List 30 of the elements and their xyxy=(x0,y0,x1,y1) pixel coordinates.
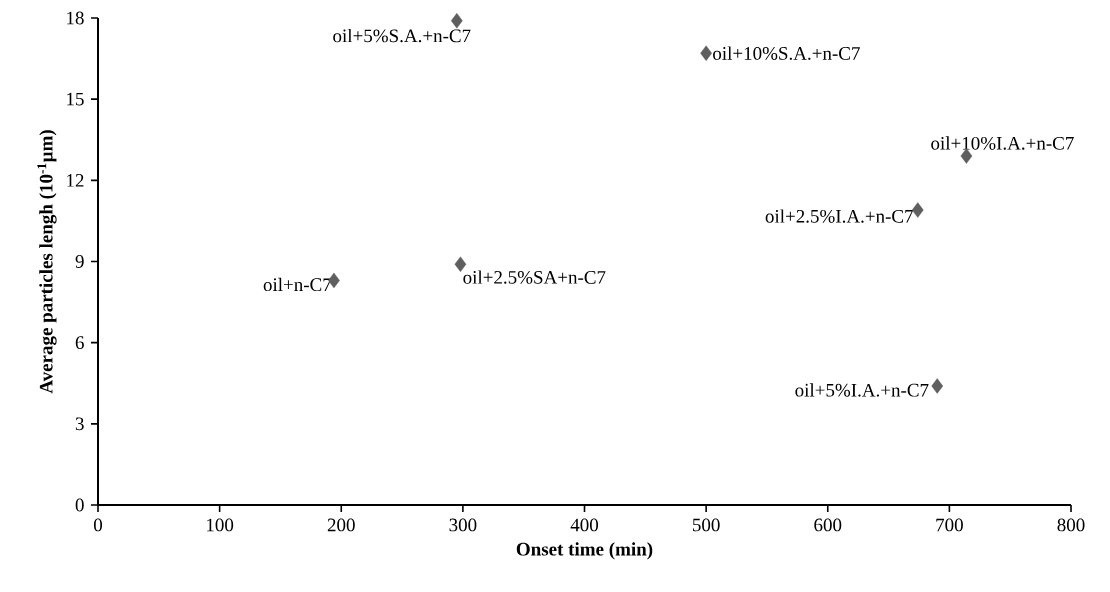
point xyxy=(700,45,712,61)
x-tick-label: 500 xyxy=(692,518,720,532)
x-tick-label: 200 xyxy=(327,518,355,532)
x-tick-label: 300 xyxy=(449,518,477,532)
x-tick-label: 100 xyxy=(207,518,234,532)
point xyxy=(911,202,924,218)
y-tick-label: 0 xyxy=(75,498,84,512)
x-tick-label: 400 xyxy=(570,518,599,532)
x-tick-label: 800 xyxy=(1057,518,1085,532)
point xyxy=(454,256,467,272)
y-tick-label: 12 xyxy=(67,174,84,187)
annotation: oil+10%I.A.+n-C7 xyxy=(931,136,1074,150)
annotation: oil+2.5%I.A.+n-C7 xyxy=(765,209,914,223)
y-tick-label: 3 xyxy=(75,417,84,431)
x-axis-title: Onset time (min) xyxy=(516,542,653,560)
point xyxy=(931,378,944,394)
y-tick-label: 18 xyxy=(67,11,84,25)
point xyxy=(450,13,463,29)
x-tick-label: 0 xyxy=(93,518,103,532)
y-tick-label: 9 xyxy=(75,255,84,268)
y-axis-title: Average particles lengh (10$^{-1}$µm) xyxy=(37,130,57,394)
annotation: oil+2.5%SA+n-C7 xyxy=(463,270,606,284)
annotation: oil+n-C7 xyxy=(263,277,332,292)
annotation: oil+5%S.A.+n-C7 xyxy=(333,28,471,43)
x-tick-label: 600 xyxy=(814,518,842,532)
annotation: oil+10%S.A.+n-C7 xyxy=(713,46,860,60)
y-tick-label: 6 xyxy=(75,336,84,350)
x-tick-label: 700 xyxy=(936,518,963,532)
annotation: oil+5%I.A.+n-C7 xyxy=(795,383,929,397)
y-tick-label: 15 xyxy=(67,92,84,106)
